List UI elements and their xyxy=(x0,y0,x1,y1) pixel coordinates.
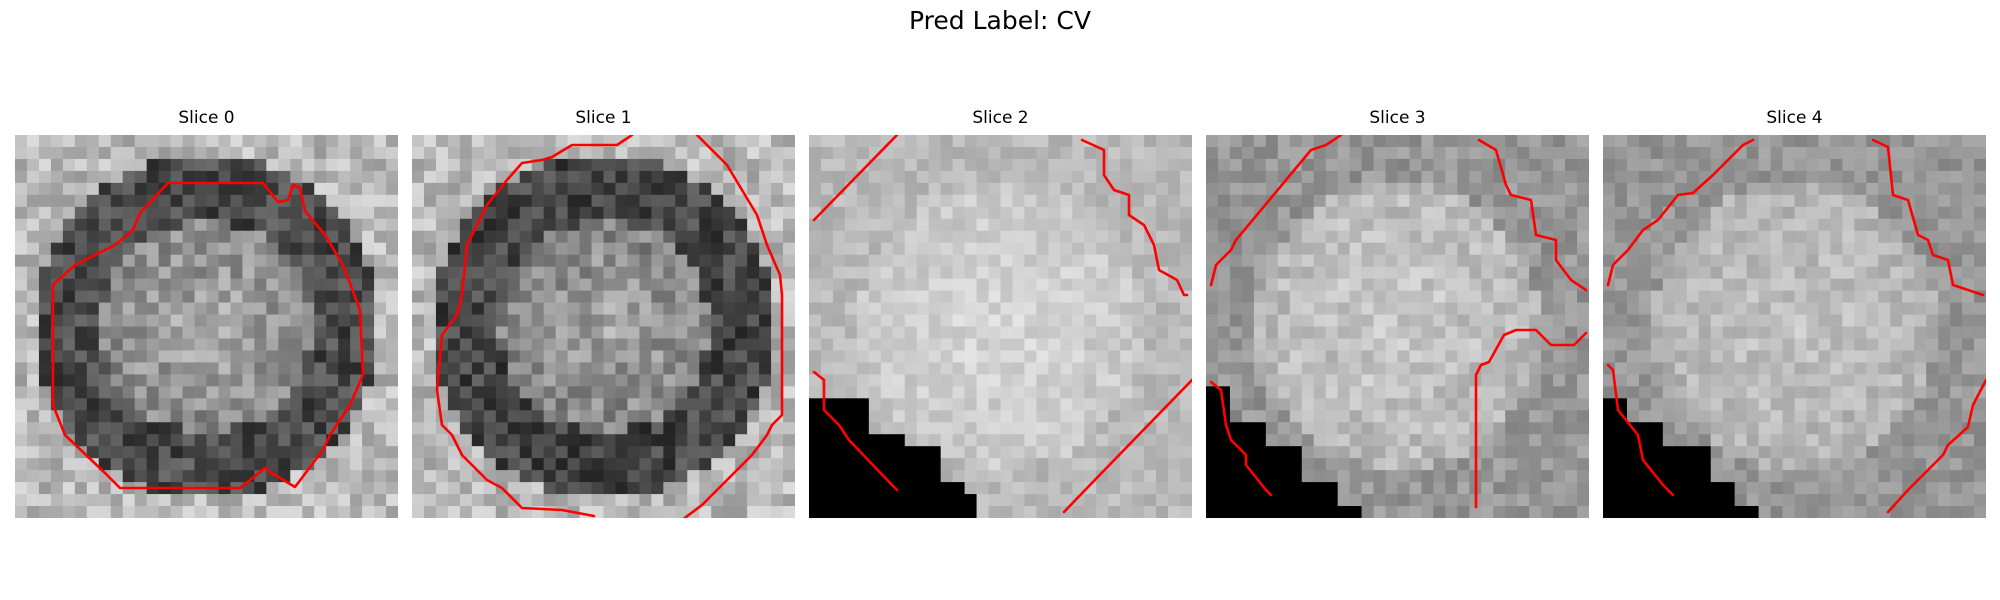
slice-image-0 xyxy=(15,135,398,518)
slice-image-2 xyxy=(809,135,1192,518)
figure-title: Pred Label: CV xyxy=(909,6,1091,35)
slice-title-3: Slice 3 xyxy=(1369,108,1426,128)
slice-image-4 xyxy=(1603,135,1986,518)
contour-line xyxy=(51,181,365,490)
contour-line xyxy=(435,135,634,518)
contour-line xyxy=(1474,328,1588,509)
contour-line xyxy=(812,135,899,222)
contour-line xyxy=(812,370,899,492)
contour-line xyxy=(1871,138,1985,297)
slice-image-3 xyxy=(1206,135,1589,518)
contour-line xyxy=(682,135,784,518)
contour-line xyxy=(1606,363,1675,497)
contour-line xyxy=(1080,138,1189,297)
contour-line xyxy=(1062,378,1192,514)
slice-title-2: Slice 2 xyxy=(972,108,1029,128)
slice-title-1: Slice 1 xyxy=(575,108,632,128)
contour-line xyxy=(1606,138,1755,287)
slice-title-0: Slice 0 xyxy=(178,108,235,128)
contour-line xyxy=(1477,138,1588,292)
slice-image-1 xyxy=(412,135,795,518)
contour-line xyxy=(1886,378,1986,514)
contour-line xyxy=(1209,380,1273,497)
slice-title-4: Slice 4 xyxy=(1766,108,1823,128)
contour-line xyxy=(1209,135,1343,287)
